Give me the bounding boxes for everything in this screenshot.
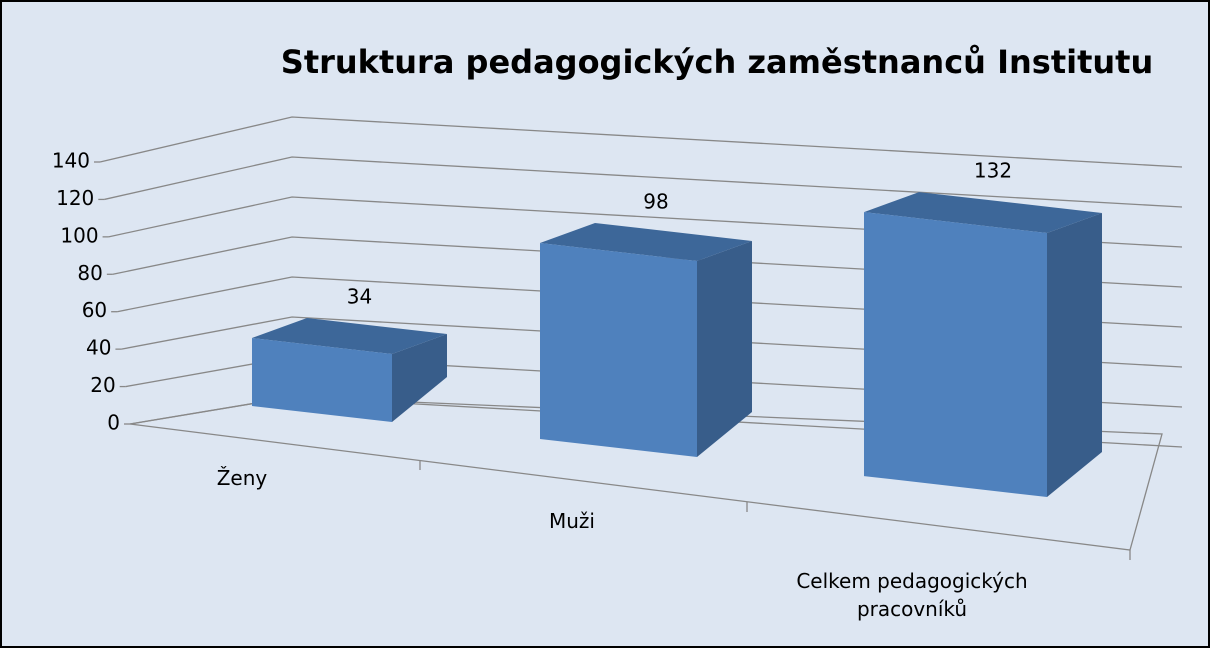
chart-title: Struktura pedagogických zaměstnanců Inst… (281, 43, 1153, 81)
bar-top (252, 318, 447, 355)
bar-side (392, 334, 447, 423)
y-tick-label: 0 (107, 411, 120, 435)
value-label: 98 (643, 189, 668, 213)
y-tick-label: 20 (90, 373, 115, 397)
y-tick-label: 100 (60, 223, 98, 247)
x-tick-label: Muži (549, 509, 595, 533)
grid-line (99, 116, 1183, 168)
y-tick-label: 120 (56, 186, 94, 210)
y-tick-label: 40 (86, 336, 111, 360)
grid-line (104, 156, 1183, 208)
bar-top (540, 222, 752, 261)
bar-side (1047, 213, 1102, 498)
y-tick-label: 80 (77, 261, 102, 285)
bar (252, 338, 392, 423)
x-tick-label: Ženy (216, 466, 268, 490)
bar (864, 212, 1047, 498)
y-tick-label: 60 (82, 298, 107, 322)
bar-top (864, 192, 1102, 234)
value-label: 132 (974, 159, 1012, 183)
bar-side (697, 240, 752, 457)
x-tick-label: Celkem pedagogických pracovníků (796, 569, 1028, 621)
value-label: 34 (347, 285, 372, 309)
y-tick-label: 140 (52, 149, 90, 173)
bar (540, 242, 697, 457)
